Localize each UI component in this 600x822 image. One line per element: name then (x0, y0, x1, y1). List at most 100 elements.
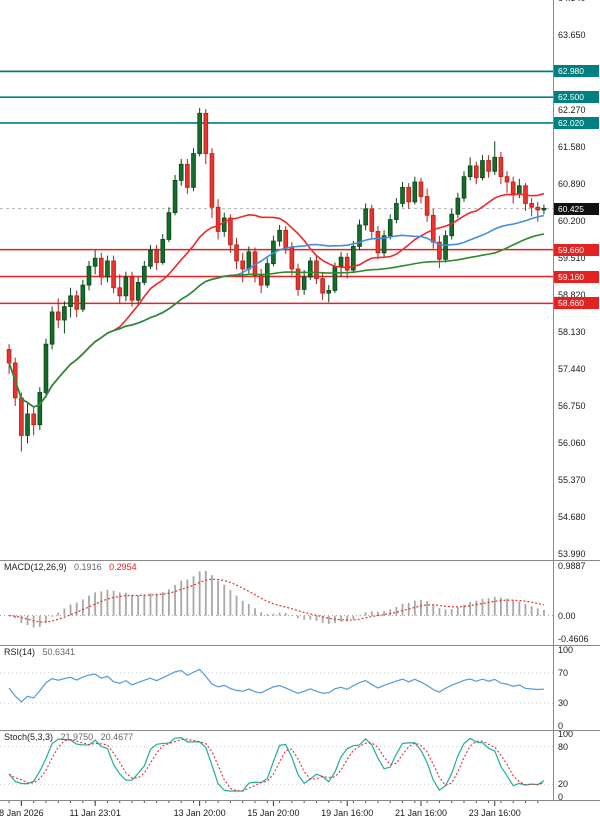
candle (412, 181, 418, 203)
ma-slow-line (8, 233, 545, 408)
price-axis-label: 56.750 (558, 400, 586, 411)
candle (424, 196, 430, 216)
price-axis-label: 57.440 (558, 363, 586, 374)
price-axis-label: 60.200 (558, 215, 586, 226)
current-price-label[interactable]: 60.425 (554, 202, 599, 215)
candle (473, 165, 479, 179)
price-axis-label: 64.340 (558, 0, 586, 3)
candle (228, 217, 233, 246)
pane-separator[interactable] (0, 730, 600, 731)
macd-name: MACD(12,26,9) (4, 562, 67, 572)
candle (154, 249, 159, 263)
resistance-level-label[interactable]: 62.020 (554, 116, 599, 129)
candle (105, 260, 110, 278)
candle (19, 397, 24, 436)
candle (123, 276, 129, 297)
candle (332, 265, 338, 291)
candle (400, 186, 405, 204)
price-axis[interactable]: 64.340 63.650 62.270 61.580 60.890 60.200 59.5… (553, 0, 600, 802)
rsi-axis-label: 70 (558, 667, 569, 678)
candle (344, 256, 350, 271)
candle (338, 256, 344, 267)
candle (203, 112, 209, 154)
time-axis-label: 19 Jan 16:00 (321, 808, 374, 818)
support-level-label[interactable]: 58.660 (554, 297, 599, 310)
rsi-axis-label: 30 (558, 698, 569, 709)
price-axis-label: 53.990 (558, 549, 586, 560)
candle (406, 186, 411, 203)
candle (418, 181, 424, 197)
macd-signal-value: 0.2954 (109, 562, 137, 572)
price-chart-pane[interactable] (0, 0, 553, 560)
ma-mid-line (8, 214, 545, 408)
candlestick-chart (0, 70, 553, 452)
candle (246, 251, 252, 270)
candle (375, 231, 381, 254)
pane-separator[interactable] (0, 645, 600, 646)
resistance-level-label[interactable]: 62.500 (554, 91, 599, 104)
candle (486, 160, 491, 172)
candle (166, 212, 172, 240)
candle (541, 207, 547, 211)
stoch-k-value: 21.9750 (60, 732, 94, 742)
rsi-pane[interactable]: RSI(14) 50.6341 (0, 646, 553, 730)
stoch-axis-label: 80 (558, 741, 569, 752)
support-level-label[interactable]: 59.660 (554, 243, 599, 256)
macd-main-value: 0.1916 (74, 562, 102, 572)
time-axis-label: 8 Jan 2026 (0, 808, 44, 818)
macd-signal-line (9, 578, 545, 623)
candle (517, 185, 522, 195)
candle (363, 208, 368, 226)
stoch-axis-label: 100 (558, 729, 574, 739)
candle (43, 343, 49, 393)
candle (492, 156, 498, 172)
candle (498, 156, 504, 178)
time-axis-label: 21 Jan 16:00 (394, 808, 447, 818)
rsi-name: RSI(14) (4, 647, 36, 657)
candle (295, 268, 301, 290)
price-axis-label: 61.580 (558, 141, 586, 152)
time-axis-label: 11 Jan 23:01 (69, 808, 121, 818)
stoch-k-line (8, 737, 545, 792)
ma-fast-line (8, 192, 545, 408)
candle (369, 208, 375, 232)
stoch-label: Stoch(5,3,3) 21.9750 20.4677 (4, 732, 133, 742)
candle (480, 160, 485, 179)
candle (387, 219, 393, 237)
candle (326, 290, 332, 294)
candle (258, 275, 264, 286)
price-axis-label: 55.370 (558, 475, 586, 485)
price-axis-label: 63.650 (558, 30, 586, 41)
candle (197, 112, 202, 154)
time-axis[interactable]: 8 Jan 2026 11 Jan 23:01 13 Jan 20:00 15 Jan… (0, 801, 600, 822)
macd-chart (0, 570, 553, 628)
candle (234, 244, 239, 262)
pane-separator[interactable] (0, 800, 600, 801)
candle (504, 176, 510, 183)
candle (461, 176, 467, 199)
resistance-level-label[interactable]: 62.980 (554, 65, 599, 78)
price-axis-label: 58.130 (558, 326, 586, 337)
stoch-name: Stoch(5,3,3) (4, 732, 54, 742)
candle (172, 180, 178, 214)
pane-separator[interactable] (0, 560, 600, 561)
candle (86, 265, 92, 286)
candle (37, 392, 43, 426)
price-axis-label: 60.890 (558, 178, 586, 189)
rsi-value: 50.6341 (42, 647, 76, 657)
stoch-pane[interactable]: Stoch(5,3,3) 21.9750 20.4677 (0, 731, 553, 800)
support-level-label[interactable]: 59.160 (554, 270, 599, 283)
price-axis-label: 58.820 (558, 289, 586, 300)
candle (455, 197, 461, 215)
macd-axis-label: -0.4606 (558, 633, 589, 644)
rsi-axis-label: 0 (558, 721, 564, 731)
macd-pane[interactable]: MACD(12,26,9) 0.1916 0.2954 (0, 561, 553, 645)
candle (98, 257, 104, 278)
rsi-axis-label: 100 (558, 645, 574, 655)
candle (215, 206, 221, 232)
candle (221, 217, 227, 232)
rsi-chart (0, 668, 553, 704)
price-axis-label: 59.510 (558, 252, 586, 263)
candle (117, 287, 123, 297)
candle (283, 229, 289, 248)
